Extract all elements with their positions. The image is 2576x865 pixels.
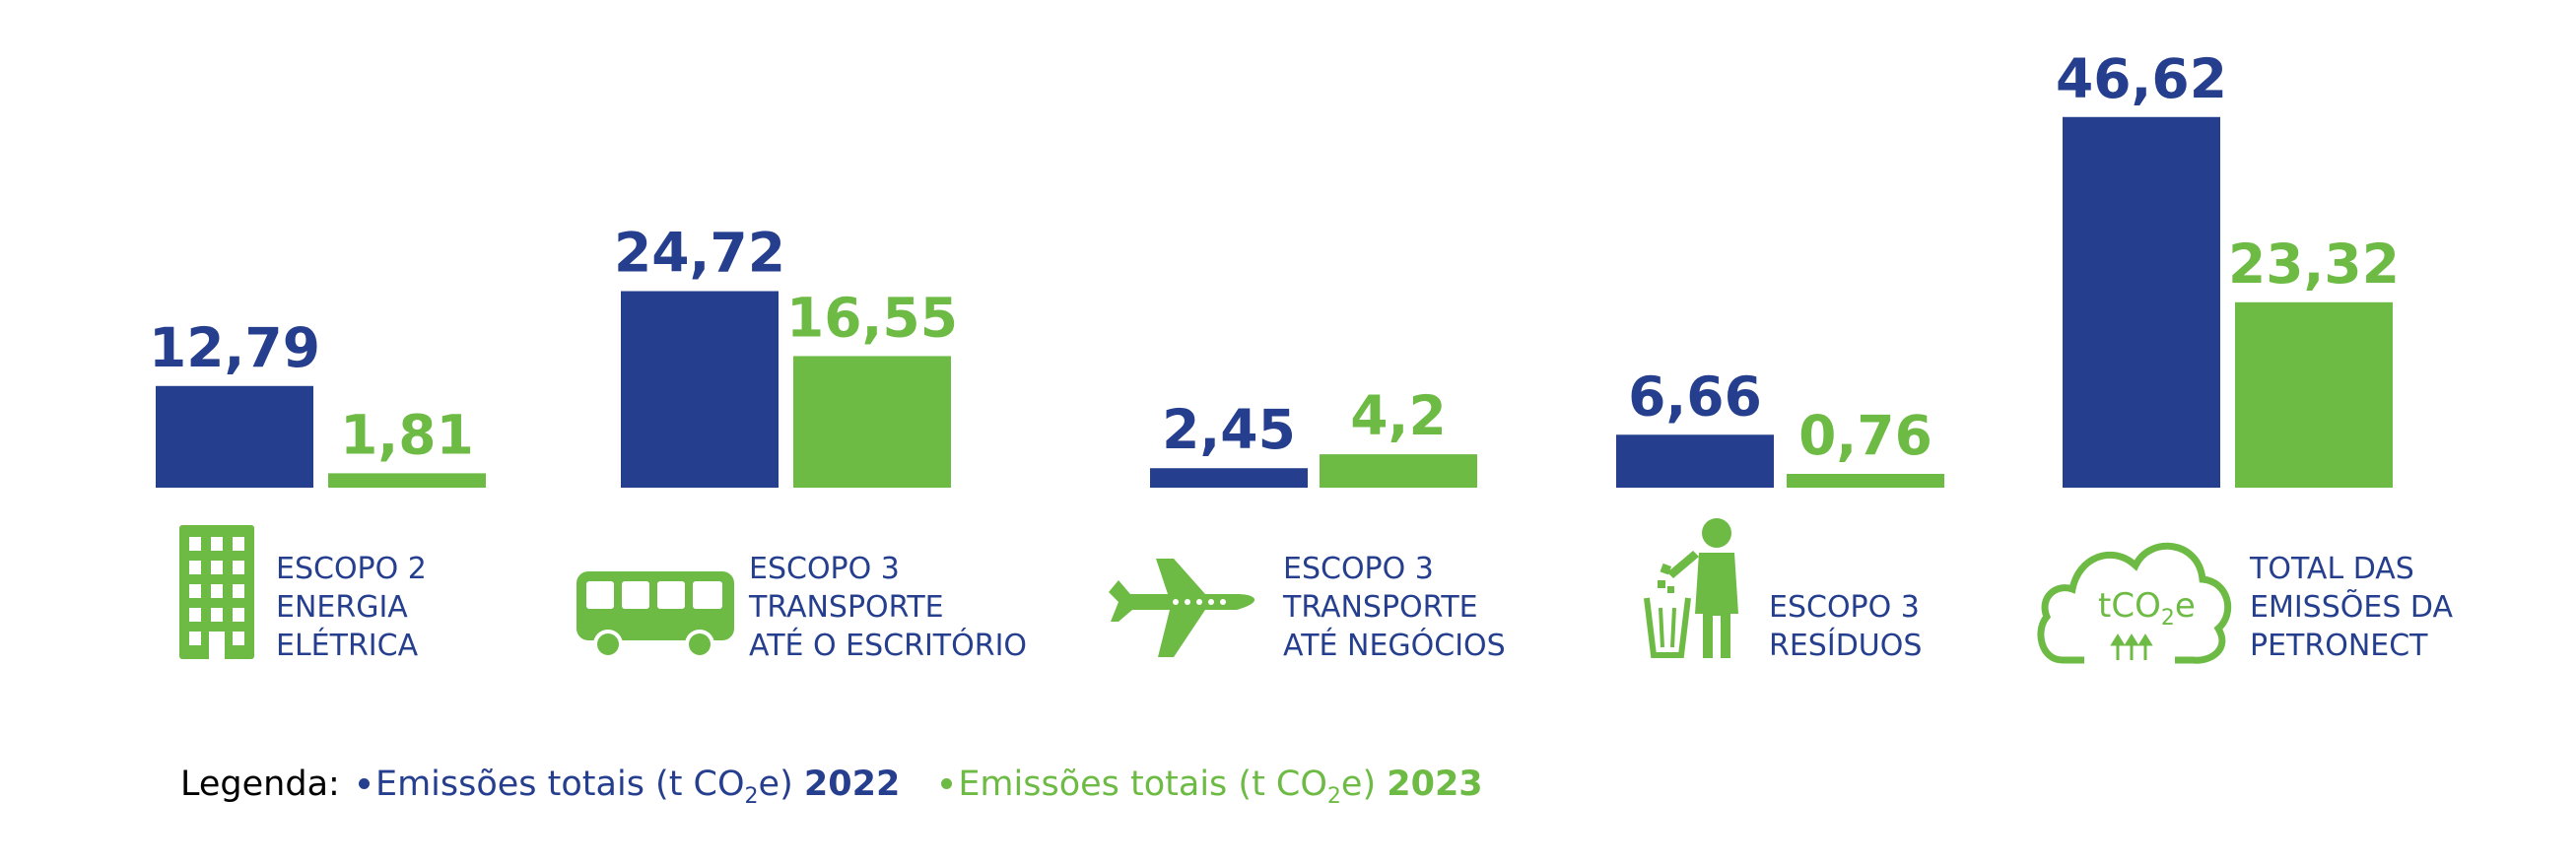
value-label-2022-1: 24,72 bbox=[614, 222, 785, 285]
category-label-1: ESCOPO 3 TRANSPORTE ATÉ O ESCRITÓRIO bbox=[748, 552, 1027, 663]
category-label-4: TOTAL DAS EMISSÕES DA PETRONECT bbox=[2249, 552, 2453, 663]
bus-icon bbox=[576, 571, 734, 659]
trash-icon bbox=[1644, 518, 1738, 658]
value-label-2022-3: 6,66 bbox=[1628, 365, 1762, 428]
category-label-3: ESCOPO 3 RESÍDUOS bbox=[1769, 590, 1922, 663]
icons-layer: tCO2e bbox=[179, 518, 2232, 664]
category-labels-layer: ESCOPO 2 ENERGIA ELÉTRICA ESCOPO 3 TRANSPORT… bbox=[276, 552, 2453, 663]
bar-2022-2 bbox=[1150, 468, 1308, 488]
value-label-2022-2: 2,45 bbox=[1162, 398, 1296, 461]
value-label-2023-0: 1,81 bbox=[340, 403, 474, 466]
legend: Legenda: Emissões totais (t CO2e) 2022 Em… bbox=[180, 765, 1483, 809]
legend-2022-tail: e) bbox=[758, 765, 793, 804]
legend-2023-text: Emissões totais (t CO bbox=[958, 765, 1327, 804]
value-label-2022-4: 46,62 bbox=[2056, 47, 2227, 110]
cloud-co2-text: tCO2e bbox=[2098, 586, 2196, 631]
legend-2023-sub: 2 bbox=[1326, 784, 1341, 809]
bar-2022-3 bbox=[1616, 434, 1774, 488]
building-icon bbox=[179, 525, 254, 659]
legend-2022-text: Emissões totais (t CO bbox=[374, 765, 745, 804]
bar-2023-0 bbox=[328, 473, 486, 488]
bar-2023-2 bbox=[1320, 454, 1477, 488]
airplane-icon bbox=[1109, 559, 1255, 657]
legend-dot-2022 bbox=[358, 777, 370, 789]
bar-2022-1 bbox=[621, 291, 779, 488]
legend-prefix: Legenda: bbox=[180, 765, 340, 804]
bar-2022-0 bbox=[156, 385, 313, 488]
value-label-2023-3: 0,76 bbox=[1798, 404, 1932, 467]
category-label-0: ESCOPO 2 ENERGIA ELÉTRICA bbox=[276, 552, 427, 663]
bars-layer bbox=[156, 116, 2393, 488]
value-label-2023-2: 4,2 bbox=[1350, 384, 1446, 447]
co2-cloud-icon: tCO2e bbox=[2037, 542, 2232, 664]
bar-2022-4 bbox=[2063, 116, 2220, 488]
value-label-2023-1: 16,55 bbox=[786, 286, 958, 349]
value-labels-layer: 12,79 24,72 2,45 6,66 46,62 1,81 16,55 4,2 0,76 2… bbox=[149, 47, 2400, 467]
legend-dot-2023 bbox=[941, 777, 953, 789]
value-label-2023-4: 23,32 bbox=[2228, 233, 2400, 296]
category-label-2: ESCOPO 3 TRANSPORTE ATÉ NEGÓCIOS bbox=[1282, 552, 1506, 663]
bar-2023-1 bbox=[793, 356, 951, 488]
legend-2022-sub: 2 bbox=[744, 784, 759, 809]
bar-2023-4 bbox=[2235, 301, 2393, 488]
bar-2023-3 bbox=[1787, 474, 1944, 488]
legend-2022-year: 2022 bbox=[803, 765, 901, 804]
legend-item-2023: Emissões totais (t CO2e) 2023 bbox=[933, 765, 1483, 809]
value-label-2022-0: 12,79 bbox=[149, 316, 320, 379]
legend-2023-tail: e) bbox=[1340, 765, 1377, 804]
legend-item-2022: Emissões totais (t CO2e) 2022 bbox=[351, 765, 901, 809]
legend-2023-year: 2023 bbox=[1387, 765, 1483, 804]
